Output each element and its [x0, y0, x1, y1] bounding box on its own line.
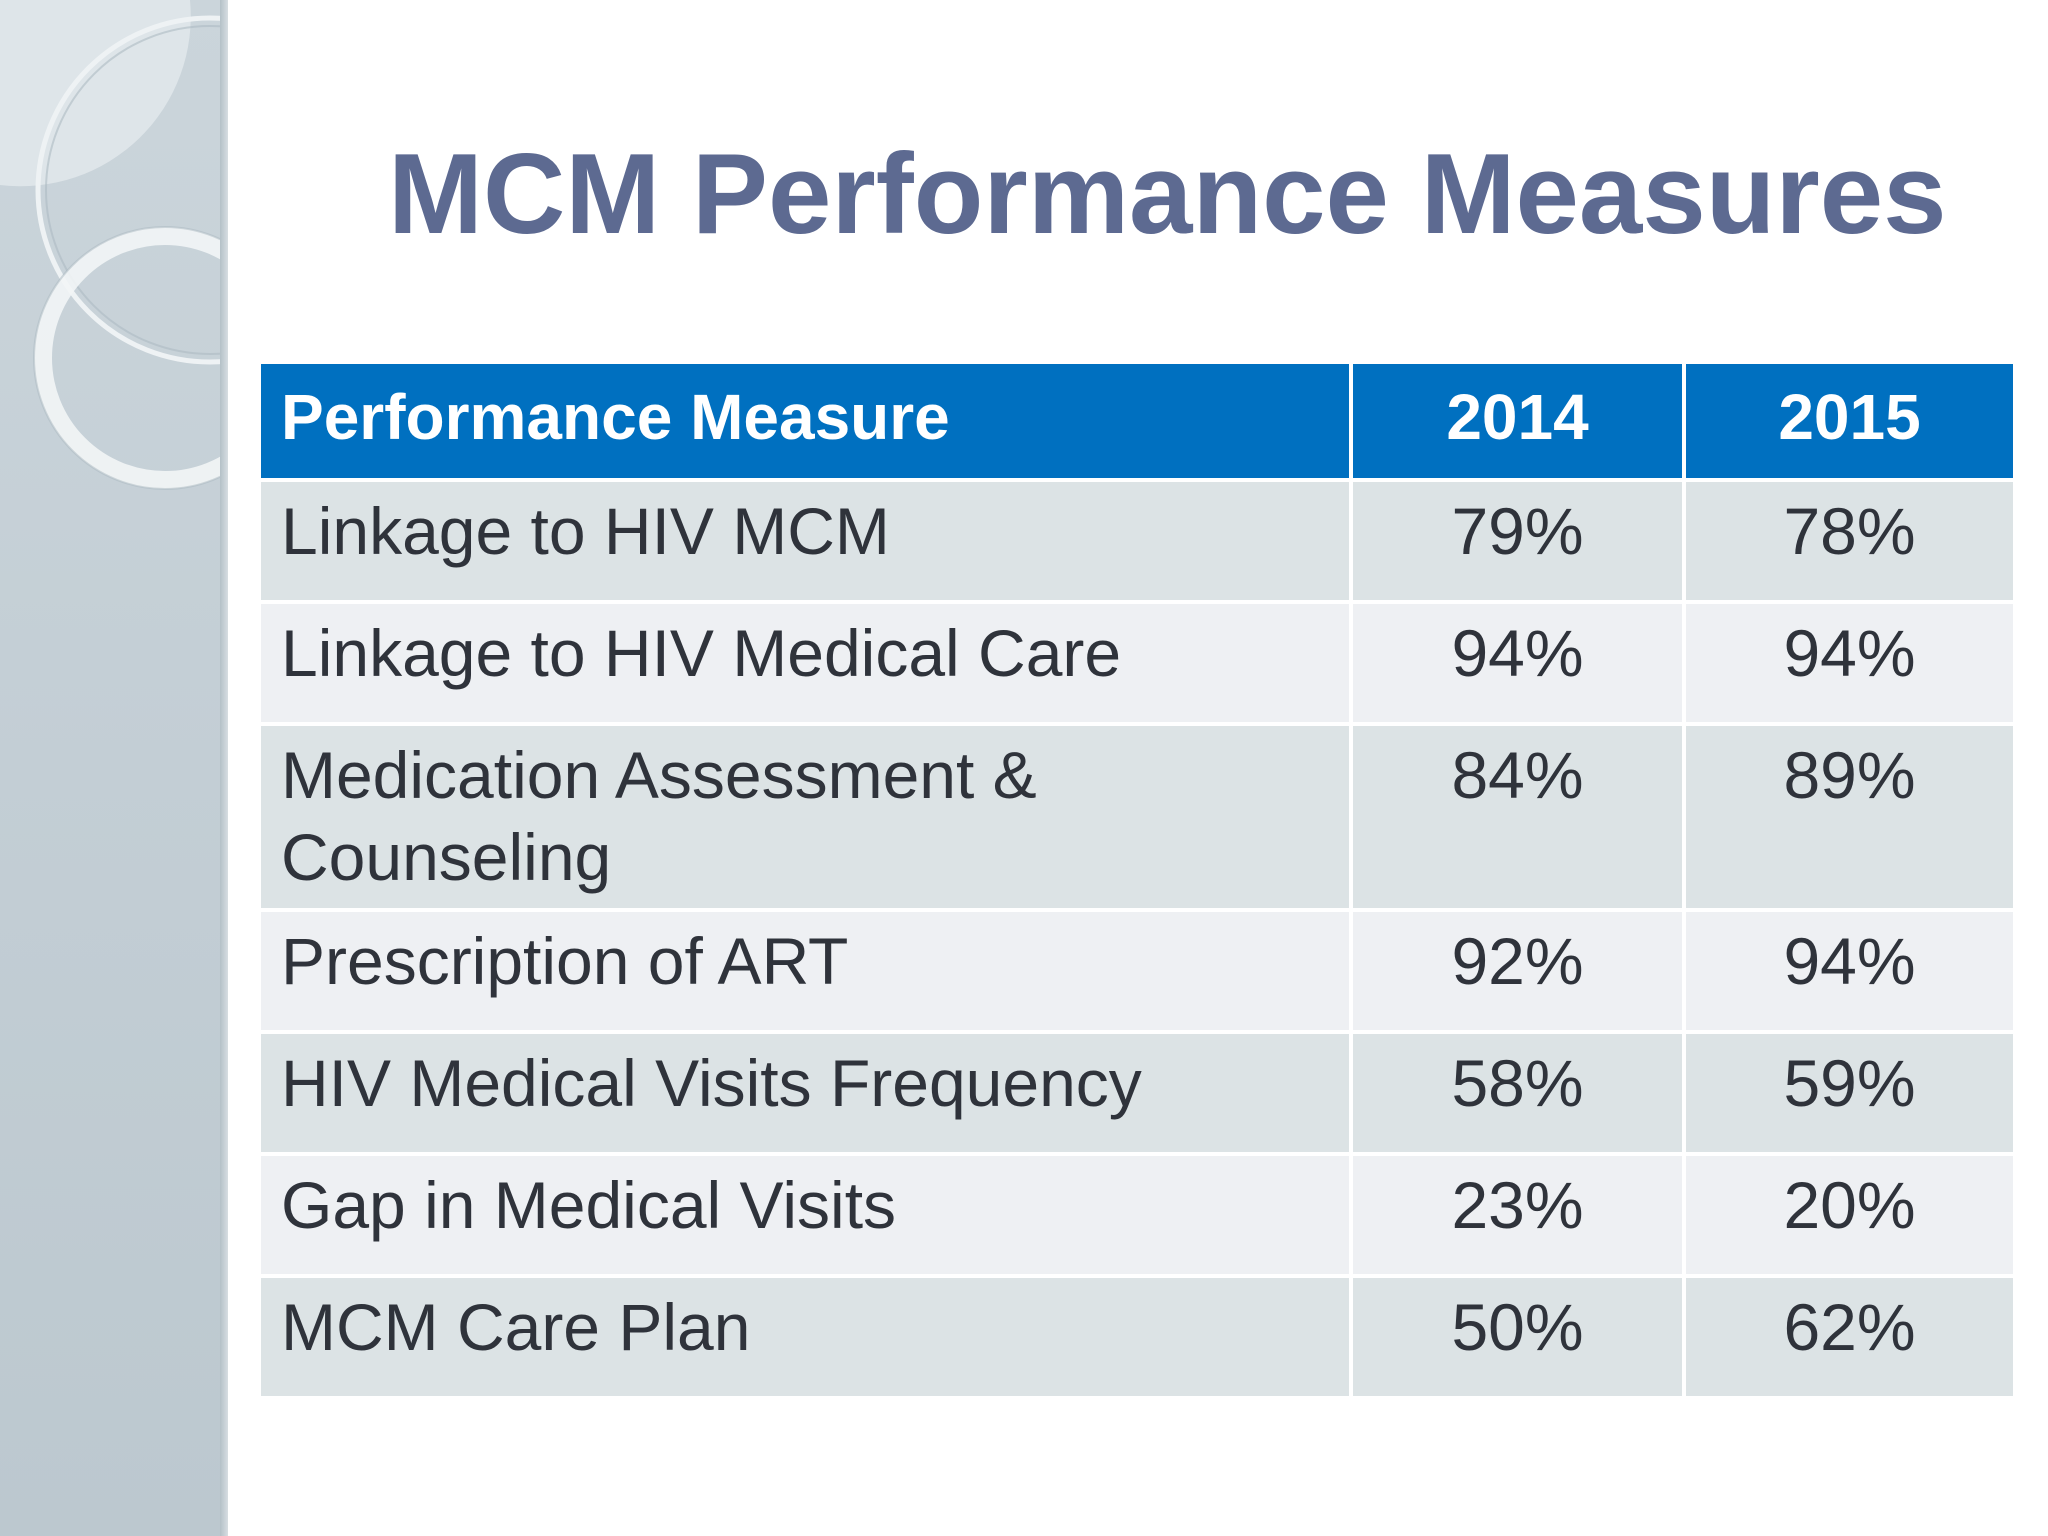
table-row: HIV Medical Visits Frequency 58% 59%: [257, 1030, 2017, 1156]
table-row: Linkage to HIV Medical Care 94% 94%: [257, 600, 2017, 726]
value-2015-cell: 78%: [1682, 478, 2017, 604]
measure-cell: Prescription of ART: [257, 908, 1353, 1034]
decorative-circles-graphic: [0, 0, 228, 490]
value-2015-cell: 62%: [1682, 1274, 2017, 1400]
value-2014-cell: 58%: [1349, 1030, 1686, 1156]
value-2014-cell: 94%: [1349, 600, 1686, 726]
measure-cell: Linkage to HIV MCM: [257, 478, 1353, 604]
measure-cell: HIV Medical Visits Frequency: [257, 1030, 1353, 1156]
table-row: Medication Assessment & Counseling 84% 8…: [257, 722, 2017, 912]
slide-title: MCM Performance Measures: [388, 131, 1947, 258]
table-header-row: Performance Measure 2014 2015: [257, 360, 2017, 482]
decorative-sidebar: [0, 0, 228, 1536]
large-ring-inner: [45, 25, 228, 355]
header-performance-measure: Performance Measure: [257, 360, 1353, 482]
sidebar-edge: [220, 0, 228, 1536]
value-2014-cell: 79%: [1349, 478, 1686, 604]
performance-table: Performance Measure 2014 2015 Linkage to…: [257, 360, 2017, 1400]
value-2015-cell: 59%: [1682, 1030, 2017, 1156]
large-ring-outer: [35, 15, 228, 365]
value-2014-cell: 92%: [1349, 908, 1686, 1034]
value-2014-cell: 23%: [1349, 1152, 1686, 1278]
table-row: Linkage to HIV MCM 79% 78%: [257, 478, 2017, 604]
value-2015-cell: 89%: [1682, 722, 2017, 912]
measure-cell: Gap in Medical Visits: [257, 1152, 1353, 1278]
value-2014-cell: 84%: [1349, 722, 1686, 912]
header-year-2015: 2015: [1682, 360, 2017, 482]
value-2014-cell: 50%: [1349, 1274, 1686, 1400]
small-ring: [34, 227, 228, 489]
corner-shape: [0, 0, 191, 187]
table-row: Gap in Medical Visits 23% 20%: [257, 1152, 2017, 1278]
value-2015-cell: 94%: [1682, 908, 2017, 1034]
value-2015-cell: 20%: [1682, 1152, 2017, 1278]
measure-cell: Linkage to HIV Medical Care: [257, 600, 1353, 726]
table-row: Prescription of ART 92% 94%: [257, 908, 2017, 1034]
measure-cell: MCM Care Plan: [257, 1274, 1353, 1400]
value-2015-cell: 94%: [1682, 600, 2017, 726]
small-ring-shadow: [33, 226, 228, 490]
measure-cell: Medication Assessment & Counseling: [257, 722, 1353, 912]
header-year-2014: 2014: [1349, 360, 1686, 482]
table-row: MCM Care Plan 50% 62%: [257, 1274, 2017, 1400]
